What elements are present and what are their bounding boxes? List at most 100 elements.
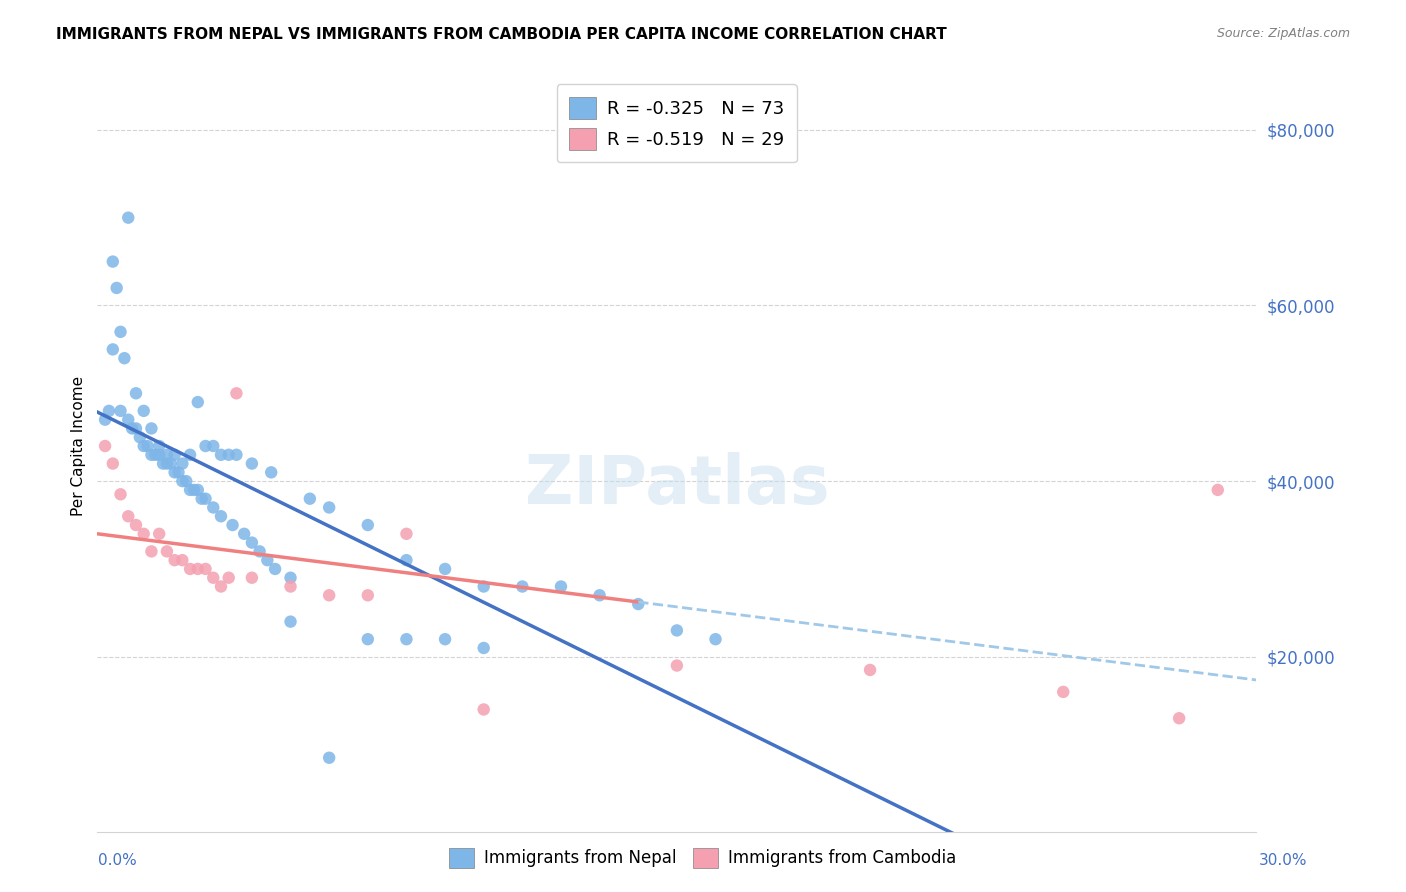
- Point: [202, 571, 225, 585]
- Point: [163, 466, 186, 480]
- Point: [159, 457, 181, 471]
- Point: [588, 588, 610, 602]
- Point: [194, 491, 217, 506]
- Point: [156, 448, 179, 462]
- Point: [298, 491, 321, 506]
- Point: [218, 571, 240, 585]
- Point: [101, 457, 124, 471]
- Point: [280, 580, 302, 594]
- Point: [163, 448, 186, 462]
- Point: [357, 632, 380, 647]
- Point: [172, 474, 194, 488]
- Point: [156, 544, 179, 558]
- Point: [249, 544, 271, 558]
- Point: [105, 281, 128, 295]
- Point: [121, 421, 143, 435]
- Point: [395, 526, 418, 541]
- Point: [240, 571, 263, 585]
- Point: [665, 624, 688, 638]
- Point: [209, 580, 232, 594]
- Point: [260, 466, 283, 480]
- Text: 30.0%: 30.0%: [1260, 854, 1308, 868]
- Point: [859, 663, 882, 677]
- Point: [318, 588, 340, 602]
- Point: [240, 535, 263, 549]
- Y-axis label: Per Capita Income: Per Capita Income: [72, 376, 86, 516]
- Point: [132, 526, 155, 541]
- Point: [148, 439, 170, 453]
- Point: [183, 483, 205, 497]
- Legend: R = -0.325   N = 73, R = -0.519   N = 29: R = -0.325 N = 73, R = -0.519 N = 29: [557, 84, 797, 162]
- Point: [156, 457, 179, 471]
- Point: [280, 571, 302, 585]
- Legend: Immigrants from Nepal, Immigrants from Cambodia: Immigrants from Nepal, Immigrants from C…: [443, 841, 963, 875]
- Point: [1206, 483, 1229, 497]
- Point: [434, 562, 457, 576]
- Point: [1168, 711, 1191, 725]
- Point: [225, 386, 247, 401]
- Point: [1052, 685, 1074, 699]
- Point: [179, 562, 201, 576]
- Point: [179, 483, 201, 497]
- Point: [94, 439, 117, 453]
- Text: Source: ZipAtlas.com: Source: ZipAtlas.com: [1216, 27, 1350, 40]
- Point: [209, 448, 232, 462]
- Point: [395, 632, 418, 647]
- Point: [550, 580, 572, 594]
- Point: [141, 544, 163, 558]
- Point: [240, 457, 263, 471]
- Point: [128, 430, 150, 444]
- Point: [472, 702, 495, 716]
- Point: [143, 448, 166, 462]
- Point: [665, 658, 688, 673]
- Point: [125, 518, 148, 533]
- Point: [187, 483, 209, 497]
- Point: [318, 500, 340, 515]
- Point: [187, 562, 209, 576]
- Point: [125, 421, 148, 435]
- Point: [101, 343, 124, 357]
- Text: ZIPatlas: ZIPatlas: [524, 451, 830, 517]
- Point: [152, 457, 174, 471]
- Point: [395, 553, 418, 567]
- Point: [357, 518, 380, 533]
- Point: [163, 553, 186, 567]
- Point: [187, 395, 209, 409]
- Point: [125, 386, 148, 401]
- Point: [280, 615, 302, 629]
- Point: [221, 518, 243, 533]
- Point: [512, 580, 534, 594]
- Point: [233, 526, 256, 541]
- Point: [357, 588, 380, 602]
- Text: 0.0%: 0.0%: [98, 854, 138, 868]
- Point: [472, 640, 495, 655]
- Point: [264, 562, 287, 576]
- Point: [148, 526, 170, 541]
- Point: [117, 211, 139, 225]
- Point: [172, 553, 194, 567]
- Point: [202, 439, 225, 453]
- Point: [179, 448, 201, 462]
- Point: [141, 448, 163, 462]
- Point: [167, 466, 190, 480]
- Point: [110, 404, 132, 418]
- Point: [704, 632, 727, 647]
- Point: [225, 448, 247, 462]
- Point: [117, 509, 139, 524]
- Point: [256, 553, 278, 567]
- Point: [112, 351, 135, 366]
- Point: [110, 487, 132, 501]
- Point: [174, 474, 197, 488]
- Point: [97, 404, 120, 418]
- Point: [194, 439, 217, 453]
- Point: [209, 509, 232, 524]
- Point: [110, 325, 132, 339]
- Point: [194, 562, 217, 576]
- Point: [190, 491, 212, 506]
- Text: IMMIGRANTS FROM NEPAL VS IMMIGRANTS FROM CAMBODIA PER CAPITA INCOME CORRELATION : IMMIGRANTS FROM NEPAL VS IMMIGRANTS FROM…: [56, 27, 948, 42]
- Point: [94, 412, 117, 426]
- Point: [101, 254, 124, 268]
- Point: [202, 500, 225, 515]
- Point: [141, 421, 163, 435]
- Point: [172, 457, 194, 471]
